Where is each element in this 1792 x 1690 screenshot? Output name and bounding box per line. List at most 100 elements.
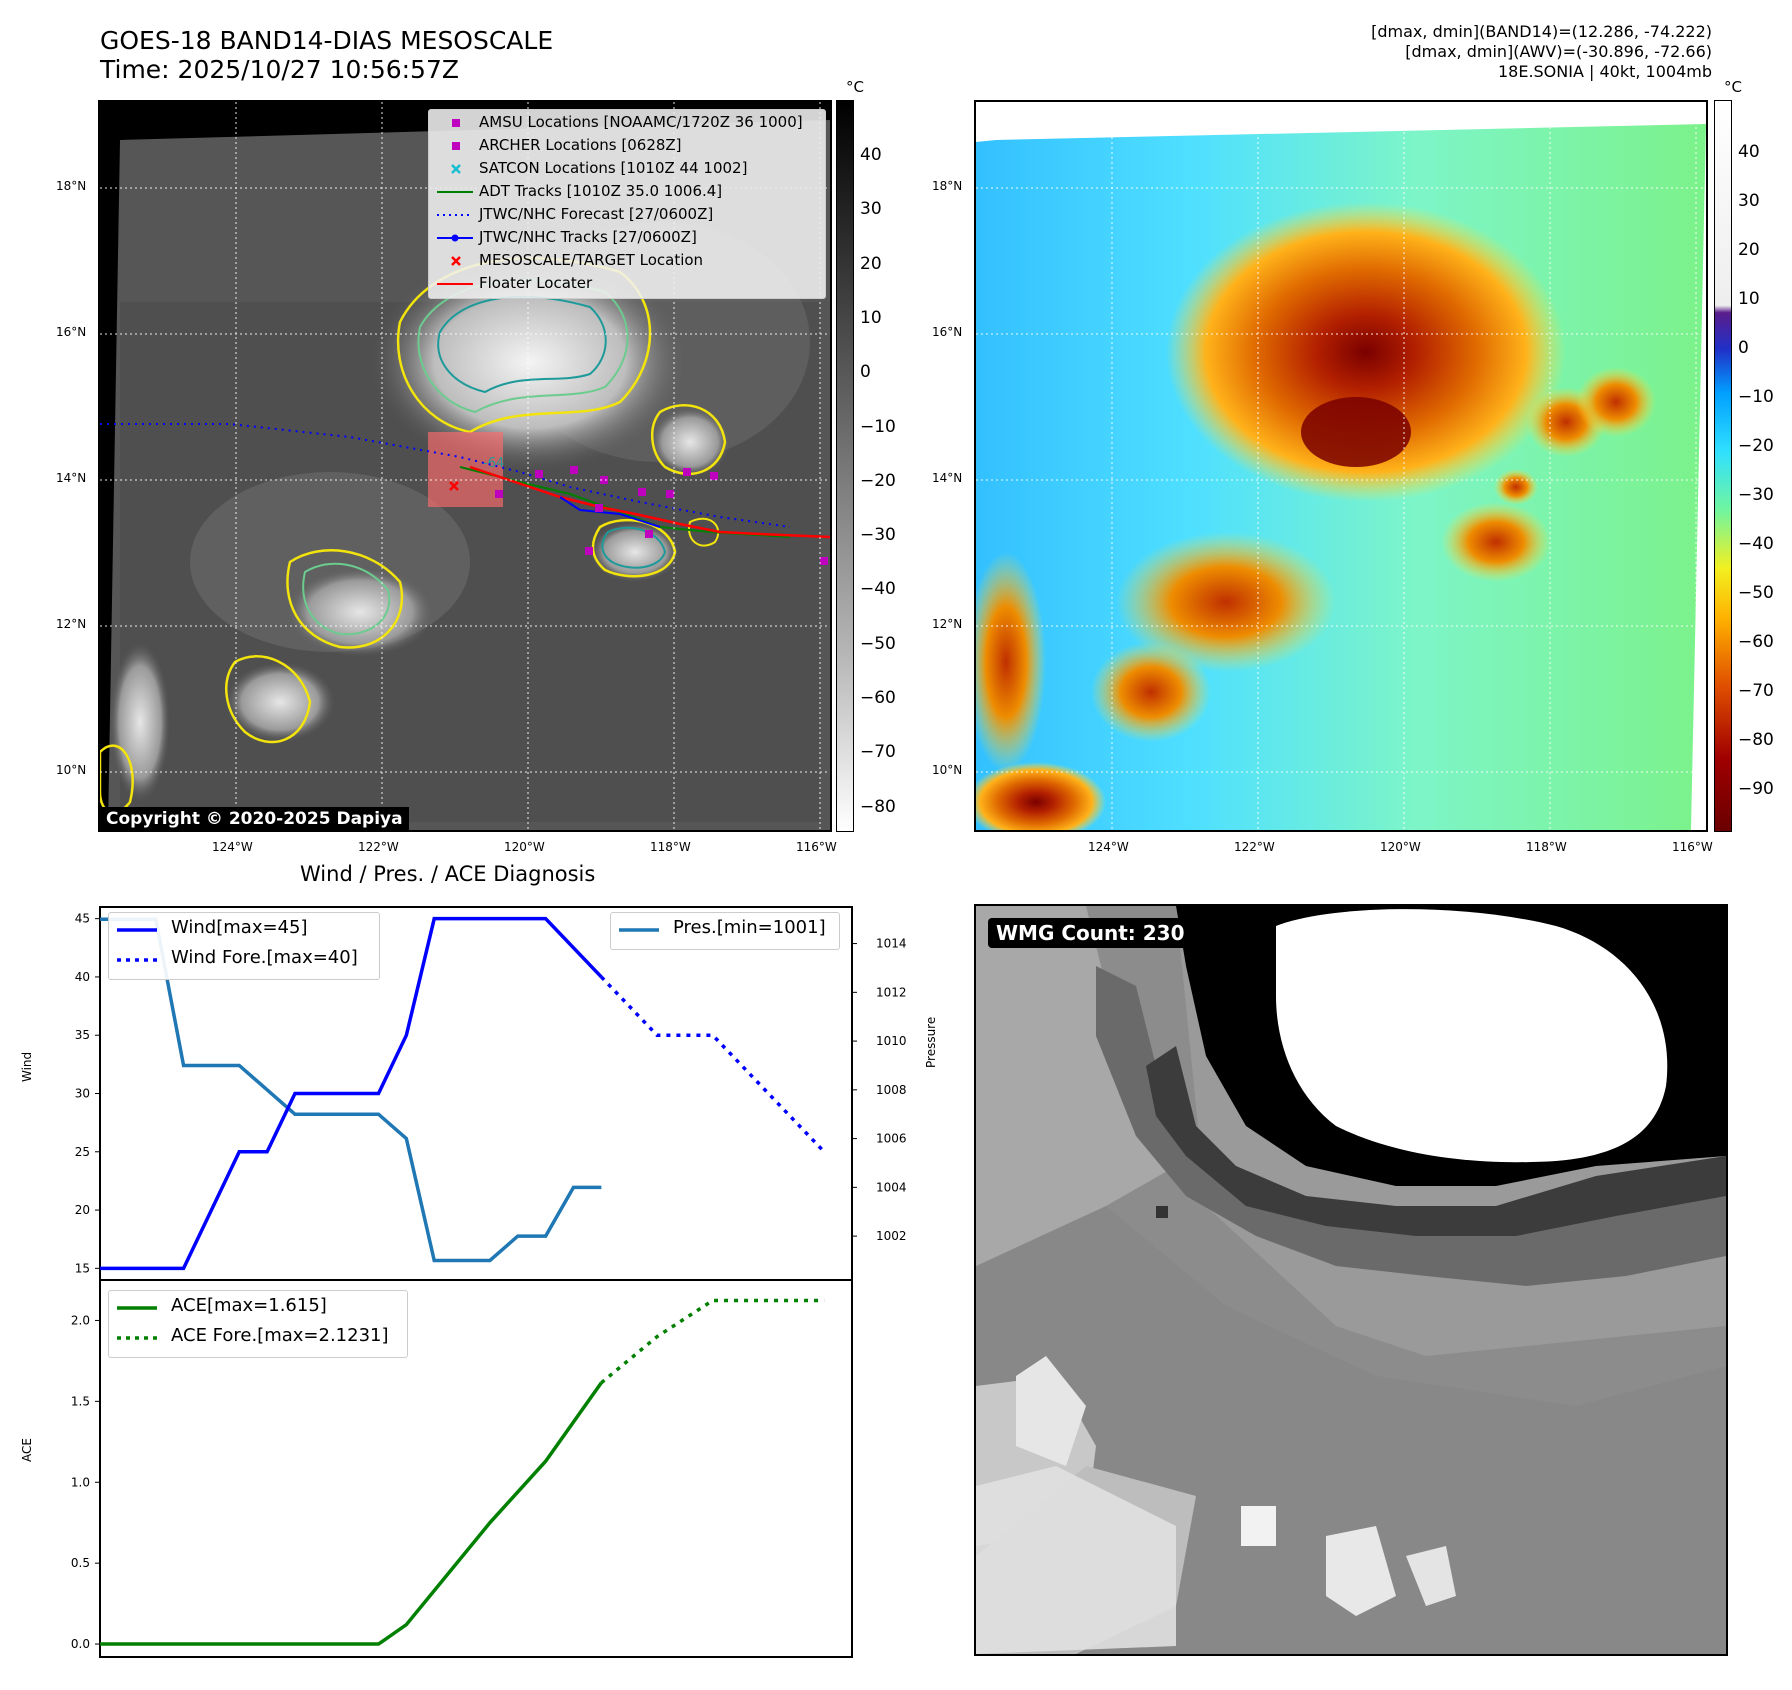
awv-colorbar-tick: −80	[1738, 730, 1774, 750]
awv-lat-14: 14°N	[932, 471, 963, 485]
wind-tick-label: 20	[75, 1203, 90, 1217]
solid-line-icon	[117, 1306, 157, 1310]
ace-axes-frame	[99, 1279, 853, 1658]
ace-legend: ACE[max=1.615] ACE Fore.[max=2.1231]	[108, 1290, 408, 1358]
awv-colorbar-tick: 10	[1738, 289, 1760, 309]
ir-colorbar	[836, 100, 854, 832]
amsu-markers	[495, 466, 828, 565]
ir-lon-122: 122°W	[358, 840, 399, 854]
ace-series-line	[100, 1381, 603, 1646]
ir-colorbar-tick: 10	[860, 307, 882, 328]
ir-lat-18: 18°N	[56, 179, 87, 193]
awv-colorbar-tick: −40	[1738, 534, 1774, 554]
awv-colorbar	[1714, 100, 1732, 832]
square-marker-icon	[452, 142, 460, 150]
pressure-tick-label: 1004	[876, 1180, 907, 1194]
awv-colorbar-tick: 20	[1738, 240, 1760, 260]
wind-axis-label: Wind	[20, 1051, 34, 1082]
pressure-tick-label: 1010	[876, 1034, 907, 1048]
pressure-axis-label: Pressure	[924, 1016, 938, 1068]
stats-block: [dmax, dmin](BAND14)=(12.286, -74.222) […	[1371, 22, 1712, 82]
stats-storm: 18E.SONIA | 40kt, 1004mb	[1497, 62, 1712, 81]
wmg-panel	[974, 904, 1728, 1656]
ace-tick-label: 1.0	[71, 1475, 90, 1489]
ir-lat-16: 16°N	[56, 325, 87, 339]
ace-axis-label: ACE	[20, 1438, 34, 1462]
title-line-1: GOES-18 BAND14-DIAS MESOSCALE	[100, 26, 554, 55]
awv-lon-122: 122°W	[1234, 840, 1275, 854]
ace-tick-label: 2.0	[71, 1313, 90, 1327]
awv-colorbar-unit: °C	[1724, 78, 1742, 96]
awv-lon-118: 118°W	[1526, 840, 1567, 854]
awv-lat-10: 10°N	[932, 763, 963, 777]
wmg-image	[976, 906, 1726, 1654]
awv-colorbar-tick: 0	[1738, 338, 1749, 358]
square-marker-icon	[452, 119, 460, 127]
awv-colorbar-tick: −60	[1738, 632, 1774, 652]
pressure-series-line	[100, 917, 602, 1263]
ir-colorbar-tick: 30	[860, 199, 882, 220]
x-marker-icon	[451, 256, 461, 266]
ir-colorbar-tick: −40	[860, 579, 896, 600]
awv-lat-18: 18°N	[932, 179, 963, 193]
pressure-tick-label: 1006	[876, 1132, 907, 1146]
ir-lon-124: 124°W	[212, 840, 253, 854]
contour-label: -64	[483, 456, 504, 471]
figure-title: GOES-18 BAND14-DIAS MESOSCALE Time: 2025…	[100, 26, 553, 84]
copyright-label: Copyright © 2020-2025 Dapiya	[100, 807, 409, 831]
wind-tick-label: 15	[75, 1261, 90, 1275]
awv-map-image	[976, 102, 1706, 830]
awv-colorbar-tick: −90	[1738, 779, 1774, 799]
stats-band14: [dmax, dmin](BAND14)=(12.286, -74.222)	[1371, 22, 1712, 41]
ir-legend: AMSU Locations [NOAAMC/1720Z 36 1000] AR…	[428, 109, 826, 299]
wind-tick-label: 30	[75, 1087, 90, 1101]
x-marker-icon	[451, 164, 461, 174]
ir-lon-118: 118°W	[650, 840, 691, 854]
ir-colorbar-tick: −70	[860, 742, 896, 763]
awv-colorbar-tick: 40	[1738, 142, 1760, 162]
dotted-line-icon	[117, 1336, 157, 1340]
wind-tick-label: 35	[75, 1028, 90, 1042]
ir-lon-116: 116°W	[796, 840, 837, 854]
awv-lat-16: 16°N	[932, 325, 963, 339]
line-dot-icon	[437, 234, 473, 242]
ir-colorbar-tick: 40	[860, 145, 882, 165]
wind-tick-label: 40	[75, 970, 90, 984]
forecast-track	[100, 423, 791, 528]
wmg-count-label: WMG Count: 230	[988, 918, 1193, 948]
ir-colorbar-tick: −30	[860, 525, 896, 546]
diag-title: Wind / Pres. / ACE Diagnosis	[300, 862, 596, 886]
ace-forecast-line	[600, 1298, 825, 1385]
ir-colorbar-tick: 20	[860, 253, 882, 274]
floater-box	[428, 432, 503, 507]
ir-lat-14: 14°N	[56, 471, 87, 485]
pressure-legend: Pres.[min=1001]	[610, 912, 840, 950]
wind-forecast-line	[600, 975, 826, 1153]
wind-legend: Wind[max=45] Wind Fore.[max=40]	[108, 912, 380, 980]
awv-colorbar-tick: −50	[1738, 583, 1774, 603]
awv-colorbar-tick: −70	[1738, 681, 1774, 701]
awv-lon-124: 124°W	[1088, 840, 1129, 854]
ir-lat-12: 12°N	[56, 617, 87, 631]
ir-colorbar-tick: −60	[860, 688, 896, 708]
target-marker	[449, 481, 459, 491]
ir-lat-10: 10°N	[56, 763, 87, 777]
solid-line-icon	[619, 928, 659, 932]
ace-tick-label: 1.5	[71, 1394, 90, 1408]
pressure-tick-label: 1014	[876, 937, 907, 951]
awv-colorbar-tick: −30	[1738, 485, 1774, 505]
ir-colorbar-unit: °C	[846, 78, 864, 96]
awv-lat-12: 12°N	[932, 617, 963, 631]
ir-lon-120: 120°W	[504, 840, 545, 854]
awv-map-panel	[974, 100, 1708, 832]
ace-tick-label: 0.5	[71, 1556, 90, 1570]
ir-colorbar-tick: −50	[860, 633, 896, 654]
dotted-line-icon	[437, 214, 473, 216]
awv-colorbar-tick: 30	[1738, 191, 1760, 211]
diag-chart: 15 20 25 30 35 40 45 1002 1004 1006 1008 1010 1012 10…	[71, 906, 907, 1658]
wind-tick-label: 45	[75, 912, 90, 926]
ace-tick-label: 0.0	[71, 1637, 90, 1651]
ace-plot: 0.0 0.5 1.0 1.5 2.0	[71, 1279, 853, 1658]
stats-awv: [dmax, dmin](AWV)=(-30.896, -72.66)	[1405, 42, 1712, 61]
title-line-2: Time: 2025/10/27 10:56:57Z	[100, 55, 459, 84]
